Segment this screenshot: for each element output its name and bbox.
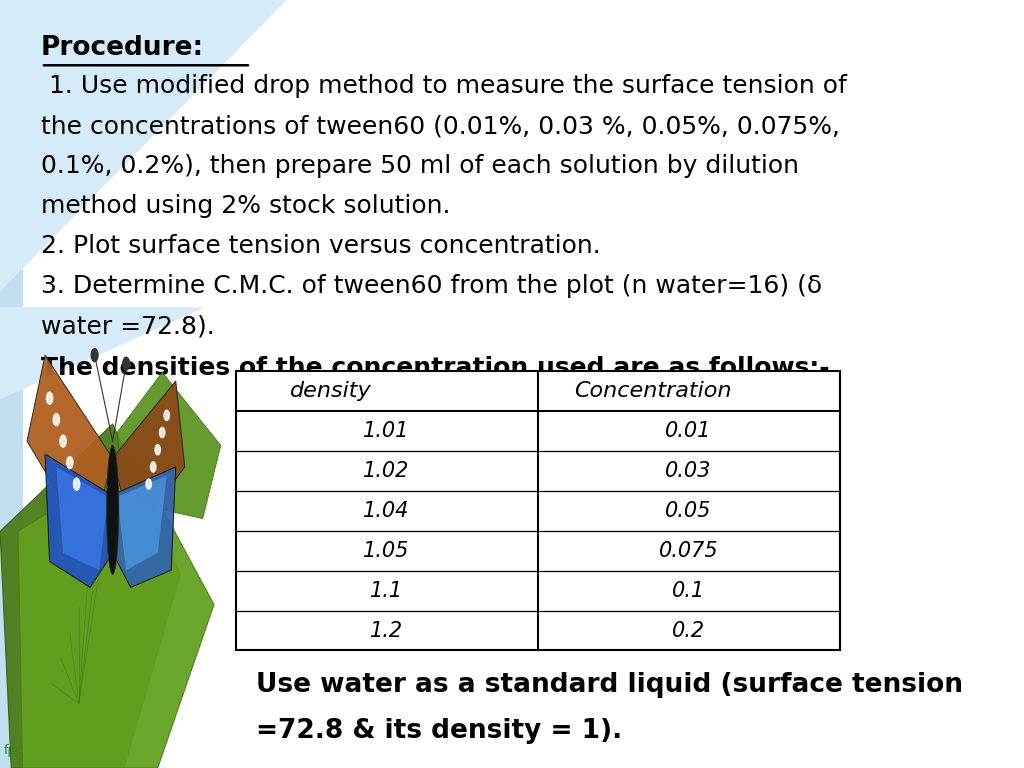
Circle shape	[74, 478, 80, 490]
Text: the concentrations of tween60 (0.01%, 0.03 %, 0.05%, 0.075%,: the concentrations of tween60 (0.01%, 0.…	[41, 114, 840, 138]
Polygon shape	[56, 467, 109, 570]
Text: fppt.com: fppt.com	[4, 744, 60, 757]
Text: 1.04: 1.04	[364, 501, 410, 521]
Polygon shape	[117, 475, 167, 570]
Text: Concentration: Concentration	[573, 381, 731, 401]
Text: 1. Use modified drop method to measure the surface tension of: 1. Use modified drop method to measure t…	[41, 74, 847, 98]
FancyBboxPatch shape	[0, 0, 23, 768]
Text: 0.03: 0.03	[666, 461, 712, 481]
Text: 1.05: 1.05	[364, 541, 410, 561]
Text: method using 2% stock solution.: method using 2% stock solution.	[41, 194, 451, 218]
Text: Procedure:: Procedure:	[41, 35, 204, 61]
Text: 0.075: 0.075	[658, 541, 719, 561]
Polygon shape	[18, 458, 214, 768]
Polygon shape	[0, 0, 287, 292]
Circle shape	[53, 414, 59, 425]
Text: water =72.8).: water =72.8).	[41, 314, 215, 338]
FancyBboxPatch shape	[236, 371, 840, 650]
Text: =72.8 & its density = 1).: =72.8 & its density = 1).	[256, 718, 623, 744]
Circle shape	[160, 427, 165, 438]
Text: 2. Plot surface tension versus concentration.: 2. Plot surface tension versus concentra…	[41, 234, 601, 258]
Text: 0.1: 0.1	[672, 581, 706, 601]
Text: density: density	[290, 381, 372, 401]
Polygon shape	[45, 454, 113, 588]
Text: 0.2: 0.2	[672, 621, 706, 641]
Circle shape	[123, 357, 130, 370]
Polygon shape	[113, 381, 184, 510]
Circle shape	[164, 410, 169, 421]
Circle shape	[155, 445, 161, 455]
Circle shape	[46, 392, 52, 404]
Circle shape	[91, 349, 98, 362]
Text: 1.02: 1.02	[364, 461, 410, 481]
Polygon shape	[113, 467, 176, 588]
Polygon shape	[0, 424, 180, 768]
Polygon shape	[0, 307, 205, 399]
Ellipse shape	[106, 445, 119, 574]
Text: 0.05: 0.05	[666, 501, 712, 521]
Circle shape	[146, 479, 152, 489]
Text: Use water as a standard liquid (surface tension: Use water as a standard liquid (surface …	[256, 672, 963, 698]
Text: 0.1%, 0.2%), then prepare 50 ml of each solution by dilution: 0.1%, 0.2%), then prepare 50 ml of each …	[41, 154, 799, 178]
Text: 1.1: 1.1	[370, 581, 403, 601]
Polygon shape	[27, 355, 113, 502]
Text: The densities of the concentration used are as follows:-: The densities of the concentration used …	[41, 356, 829, 379]
Text: 1.01: 1.01	[364, 421, 410, 441]
Polygon shape	[117, 372, 221, 518]
Text: 0.01: 0.01	[666, 421, 712, 441]
Text: 3. Determine C.M.C. of tween60 from the plot (n water=16) (δ: 3. Determine C.M.C. of tween60 from the …	[41, 274, 822, 298]
Circle shape	[67, 457, 73, 468]
Circle shape	[60, 435, 67, 447]
Text: 1.2: 1.2	[370, 621, 403, 641]
Circle shape	[151, 462, 156, 472]
